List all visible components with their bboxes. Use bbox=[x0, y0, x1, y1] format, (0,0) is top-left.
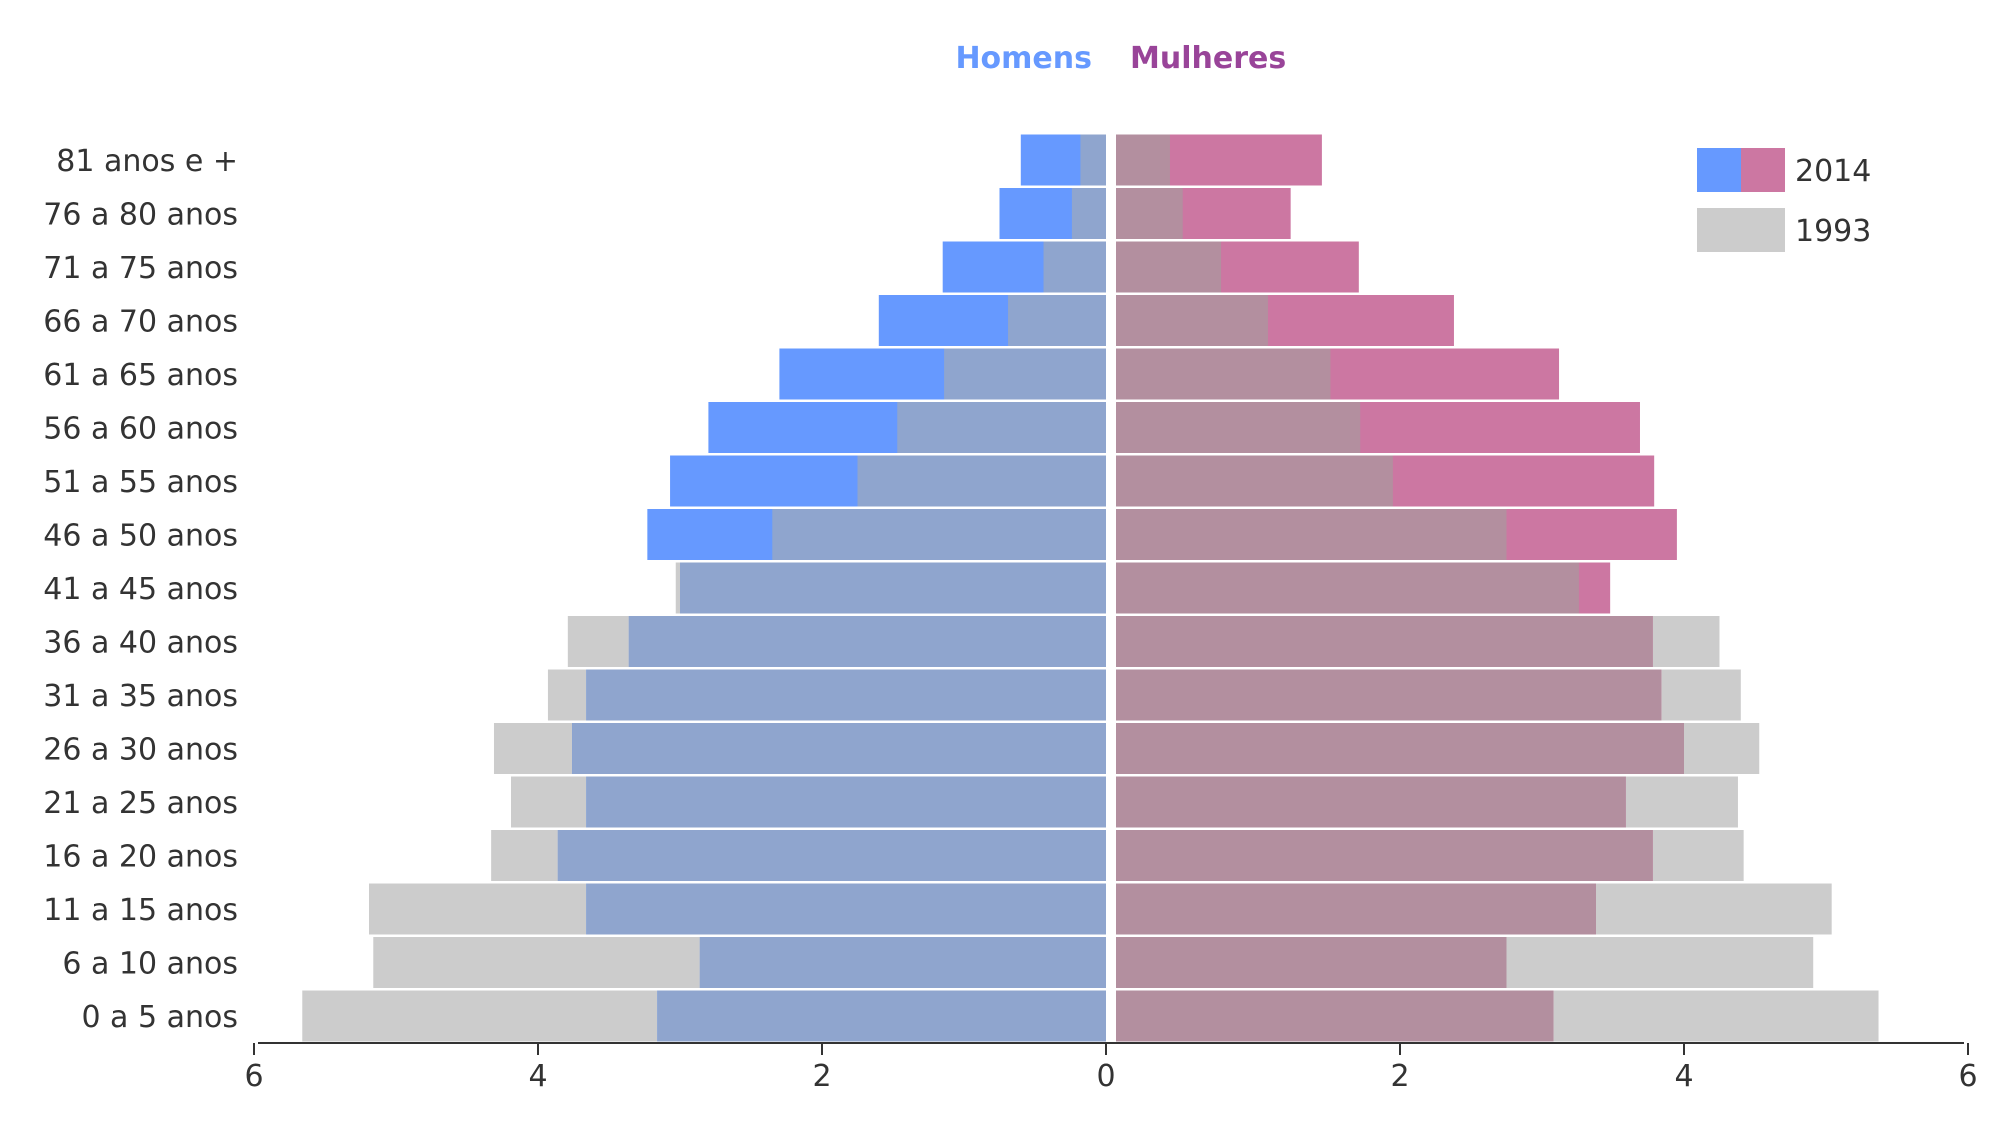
bar-men-overlap bbox=[586, 669, 1106, 721]
bar-men-overlap bbox=[1043, 241, 1106, 293]
category-label: 31 a 35 anos bbox=[43, 679, 238, 714]
bar-women-overlap bbox=[1116, 509, 1507, 560]
x-tick-label: 6 bbox=[1958, 1059, 1977, 1094]
category-label: 61 a 65 anos bbox=[43, 358, 238, 393]
bar-men-overlap bbox=[586, 883, 1106, 935]
bar-women-overlap bbox=[1116, 134, 1170, 186]
bar-women-overlap bbox=[1116, 937, 1507, 988]
category-label: 21 a 25 anos bbox=[43, 786, 238, 821]
category-label: 46 a 50 anos bbox=[43, 519, 238, 554]
bar-women-overlap bbox=[1116, 188, 1183, 239]
legend-label: 2014 bbox=[1795, 154, 1871, 189]
bar-women-overlap bbox=[1116, 990, 1554, 1042]
bar-men-overlap bbox=[699, 937, 1106, 988]
legend-swatch bbox=[1697, 148, 1741, 192]
legend: 2014 1993 bbox=[1697, 148, 1871, 252]
category-label: 51 a 55 anos bbox=[43, 465, 238, 500]
category-label: 71 a 75 anos bbox=[43, 251, 238, 286]
bar-women-overlap bbox=[1116, 348, 1331, 400]
bar-men-overlap bbox=[897, 402, 1106, 453]
category-label: 66 a 70 anos bbox=[43, 305, 238, 340]
bar-women-overlap bbox=[1116, 562, 1579, 614]
bar-men-overlap bbox=[1080, 134, 1106, 186]
x-tick-label: 4 bbox=[1674, 1059, 1693, 1094]
category-label: 6 a 10 anos bbox=[62, 947, 238, 982]
bar-men-overlap bbox=[944, 348, 1106, 400]
category-label: 16 a 20 anos bbox=[43, 840, 238, 875]
category-label: 56 a 60 anos bbox=[43, 412, 238, 447]
x-axis: 6 4 2 0 2 4 6 bbox=[244, 1042, 1978, 1094]
bars-overlap-group bbox=[557, 134, 1684, 1042]
x-tick-label: 2 bbox=[1390, 1059, 1409, 1094]
bar-men-overlap bbox=[572, 723, 1106, 774]
bar-men-overlap bbox=[557, 830, 1106, 881]
bar-women-overlap bbox=[1116, 830, 1653, 881]
header-men: Homens bbox=[955, 41, 1092, 76]
x-tick-label: 4 bbox=[528, 1059, 547, 1094]
bar-women-overlap bbox=[1116, 616, 1653, 667]
x-tick-label: 0 bbox=[1096, 1059, 1115, 1094]
category-label: 76 a 80 anos bbox=[43, 198, 238, 233]
x-tick-label: 6 bbox=[244, 1059, 263, 1094]
legend-swatch bbox=[1741, 148, 1785, 192]
category-labels-group: 81 anos e + 76 a 80 anos 71 a 75 anos 66 a … bbox=[43, 144, 238, 1035]
bar-women-overlap bbox=[1116, 776, 1626, 828]
category-label: 81 anos e + bbox=[56, 144, 238, 179]
bar-men-overlap bbox=[1071, 188, 1106, 239]
bar-men-overlap bbox=[680, 562, 1106, 614]
bar-women-overlap bbox=[1116, 669, 1662, 721]
bar-men-overlap bbox=[857, 455, 1106, 507]
bar-women-overlap bbox=[1116, 295, 1268, 346]
legend-swatch bbox=[1697, 208, 1785, 252]
category-label: 0 a 5 anos bbox=[81, 1000, 238, 1035]
bar-women-overlap bbox=[1116, 723, 1684, 774]
category-label: 11 a 15 anos bbox=[43, 893, 238, 928]
bar-men-overlap bbox=[628, 616, 1106, 667]
category-label: 26 a 30 anos bbox=[43, 733, 238, 768]
bar-men-overlap bbox=[657, 990, 1106, 1042]
x-tick-label: 2 bbox=[812, 1059, 831, 1094]
bar-men-overlap bbox=[1008, 295, 1106, 346]
category-label: 36 a 40 anos bbox=[43, 626, 238, 661]
bar-women-overlap bbox=[1116, 402, 1361, 453]
bar-women-overlap bbox=[1116, 241, 1222, 293]
bar-men-overlap bbox=[586, 776, 1106, 828]
bar-women-overlap bbox=[1116, 455, 1393, 507]
bar-men-overlap bbox=[772, 509, 1106, 560]
category-label: 41 a 45 anos bbox=[43, 572, 238, 607]
bar-women-overlap bbox=[1116, 883, 1596, 935]
header-women: Mulheres bbox=[1130, 41, 1286, 76]
legend-label: 1993 bbox=[1795, 214, 1871, 249]
